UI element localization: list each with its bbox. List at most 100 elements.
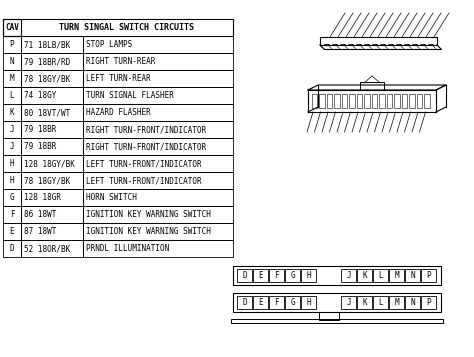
- Text: TURN SIGNAL FLASHER: TURN SIGNAL FLASHER: [86, 91, 174, 100]
- Text: 87 18WT: 87 18WT: [24, 227, 56, 236]
- Bar: [21, 87, 83, 104]
- Bar: [425, 94, 430, 108]
- Text: D: D: [242, 298, 247, 307]
- Bar: [319, 312, 339, 320]
- Text: 74 18GY: 74 18GY: [24, 91, 56, 100]
- Text: J: J: [346, 271, 351, 280]
- Bar: [372, 94, 377, 108]
- Bar: [21, 155, 83, 172]
- Text: 128 18GY/BK: 128 18GY/BK: [24, 159, 75, 168]
- Text: L: L: [9, 91, 14, 100]
- Bar: [3, 172, 21, 189]
- Bar: [21, 172, 83, 189]
- Text: P: P: [9, 40, 14, 49]
- Bar: [253, 296, 268, 309]
- Text: J: J: [9, 142, 14, 151]
- Text: 79 18BR: 79 18BR: [24, 125, 56, 134]
- Text: F: F: [274, 271, 279, 280]
- Text: LEFT TURN-FRONT/INDICATOR: LEFT TURN-FRONT/INDICATOR: [86, 159, 201, 168]
- Bar: [21, 223, 83, 240]
- Bar: [3, 53, 21, 70]
- Bar: [389, 269, 404, 282]
- Bar: [312, 94, 317, 108]
- Bar: [21, 104, 83, 121]
- Bar: [285, 269, 300, 282]
- Bar: [357, 94, 362, 108]
- Text: N: N: [410, 271, 415, 280]
- Bar: [83, 223, 233, 240]
- Text: 71 18LB/BK: 71 18LB/BK: [24, 40, 70, 49]
- Bar: [373, 269, 388, 282]
- Text: RIGHT TURN-REAR: RIGHT TURN-REAR: [86, 57, 155, 66]
- Text: K: K: [362, 271, 367, 280]
- Bar: [253, 269, 268, 282]
- Text: D: D: [9, 244, 14, 253]
- Text: PRNDL ILLUMINATION: PRNDL ILLUMINATION: [86, 244, 169, 253]
- Bar: [301, 269, 316, 282]
- Bar: [83, 172, 233, 189]
- Bar: [3, 19, 21, 36]
- Bar: [83, 53, 233, 70]
- Text: RIGHT TURN-FRONT/INDICATOR: RIGHT TURN-FRONT/INDICATOR: [86, 125, 206, 134]
- Text: N: N: [9, 57, 14, 66]
- Text: IGNITION KEY WARNING SWITCH: IGNITION KEY WARNING SWITCH: [86, 210, 211, 219]
- Text: TURN SINGAL SWITCH CIRCUITS: TURN SINGAL SWITCH CIRCUITS: [60, 23, 194, 32]
- Bar: [301, 296, 316, 309]
- Bar: [21, 121, 83, 138]
- Text: E: E: [258, 298, 263, 307]
- Bar: [21, 240, 83, 257]
- Bar: [21, 53, 83, 70]
- Bar: [327, 94, 332, 108]
- Text: H: H: [306, 298, 311, 307]
- Bar: [83, 138, 233, 155]
- Text: M: M: [394, 271, 399, 280]
- Text: G: G: [290, 298, 295, 307]
- Text: HAZARD FLASHER: HAZARD FLASHER: [86, 108, 151, 117]
- Bar: [231, 319, 443, 323]
- Text: G: G: [290, 271, 295, 280]
- Bar: [421, 296, 436, 309]
- Text: D: D: [242, 271, 247, 280]
- Bar: [83, 240, 233, 257]
- Bar: [357, 296, 372, 309]
- Text: N: N: [410, 298, 415, 307]
- Bar: [233, 293, 441, 312]
- Bar: [83, 36, 233, 53]
- Text: CAV: CAV: [5, 23, 19, 32]
- Text: E: E: [258, 271, 263, 280]
- Text: J: J: [9, 125, 14, 134]
- Bar: [319, 94, 325, 108]
- Bar: [3, 36, 21, 53]
- Bar: [3, 223, 21, 240]
- Text: 79 18BR: 79 18BR: [24, 142, 56, 151]
- Text: L: L: [378, 298, 383, 307]
- Text: RIGHT TURN-FRONT/INDICATOR: RIGHT TURN-FRONT/INDICATOR: [86, 142, 206, 151]
- Bar: [410, 94, 415, 108]
- Bar: [387, 94, 392, 108]
- Bar: [3, 104, 21, 121]
- Bar: [402, 94, 407, 108]
- Text: HORN SWITCH: HORN SWITCH: [86, 193, 137, 202]
- Bar: [83, 104, 233, 121]
- Bar: [360, 82, 384, 90]
- Bar: [237, 296, 252, 309]
- Bar: [421, 269, 436, 282]
- Bar: [83, 70, 233, 87]
- Bar: [365, 94, 370, 108]
- Bar: [341, 296, 356, 309]
- Bar: [349, 94, 355, 108]
- Bar: [3, 206, 21, 223]
- Bar: [21, 70, 83, 87]
- Text: E: E: [9, 227, 14, 236]
- Text: L: L: [378, 271, 383, 280]
- Bar: [83, 121, 233, 138]
- Text: 128 18GR: 128 18GR: [24, 193, 61, 202]
- Bar: [3, 121, 21, 138]
- Bar: [3, 240, 21, 257]
- Text: F: F: [274, 298, 279, 307]
- Text: IGNITION KEY WARNING SWITCH: IGNITION KEY WARNING SWITCH: [86, 227, 211, 236]
- Text: M: M: [9, 74, 14, 83]
- Text: P: P: [426, 298, 431, 307]
- Text: LEFT TURN-REAR: LEFT TURN-REAR: [86, 74, 151, 83]
- Bar: [3, 70, 21, 87]
